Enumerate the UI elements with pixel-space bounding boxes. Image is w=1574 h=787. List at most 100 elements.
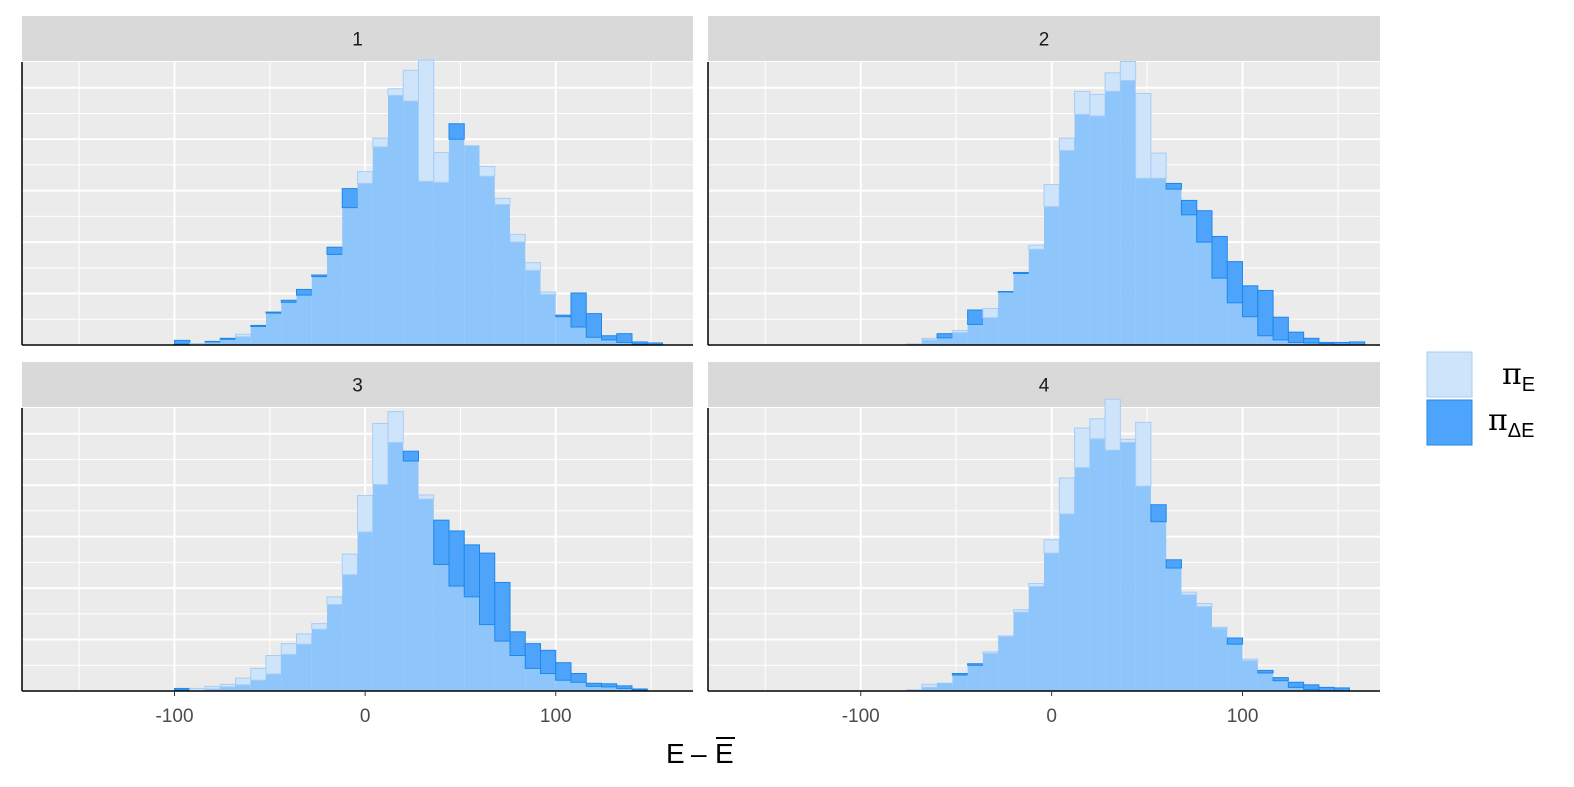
- histogram-bar-overlap: [388, 95, 404, 345]
- histogram-bar-pi-e: [509, 233, 526, 243]
- x-tick-label: -100: [155, 706, 193, 727]
- histogram-bar-pi-de: [280, 299, 297, 303]
- histogram-bar-overlap: [1166, 189, 1182, 345]
- histogram-bar-overlap: [494, 641, 510, 691]
- histogram-bar-overlap: [418, 181, 434, 345]
- histogram-bar-overlap: [586, 337, 602, 345]
- histogram-bar-overlap: [403, 460, 419, 691]
- histogram-bar-overlap: [1028, 586, 1044, 691]
- histogram-bar-overlap: [1044, 553, 1060, 691]
- histogram-bar-pi-de: [967, 309, 984, 325]
- histogram-bar-overlap: [1120, 80, 1136, 346]
- histogram-bar-pi-e: [1058, 137, 1076, 152]
- histogram-bar-pi-de: [555, 662, 572, 681]
- histogram-bar-overlap: [1089, 438, 1106, 691]
- histogram-bar-overlap: [555, 316, 571, 345]
- histogram-bar-overlap: [281, 654, 297, 691]
- histogram-bar-pi-e: [1135, 421, 1152, 487]
- histogram-bar-overlap: [1303, 689, 1319, 691]
- histogram-bar-overlap: [479, 624, 495, 691]
- histogram-bar-pi-de: [1303, 337, 1320, 344]
- histogram-bar-pi-de: [585, 682, 602, 687]
- histogram-bar-overlap: [510, 242, 526, 345]
- histogram-bar-overlap: [1013, 273, 1029, 345]
- histogram-bar-pi-e: [951, 330, 969, 334]
- histogram-bar-pi-e: [1028, 582, 1045, 588]
- facet-panels: 1 2 3 -100 0 100 4 -100 0 100: [21, 16, 1380, 727]
- histogram-bar-overlap: [403, 101, 419, 345]
- histogram-bar-overlap: [449, 139, 465, 345]
- histogram-bar-pi-e: [1242, 658, 1259, 662]
- histogram-bar-pi-e: [921, 337, 938, 341]
- histogram-bar-overlap: [494, 204, 510, 345]
- histogram-bar-overlap: [1135, 486, 1151, 691]
- histogram-bar-pi-e: [280, 643, 297, 655]
- histogram-bar-overlap: [266, 313, 282, 345]
- histogram-bar-pi-e: [372, 137, 389, 148]
- histogram-bar-pi-e: [235, 333, 252, 338]
- histogram-bar-overlap: [281, 302, 297, 345]
- histogram-bar-pi-de: [448, 530, 465, 587]
- histogram-bar-pi-de: [509, 631, 526, 656]
- histogram-bar-overlap: [998, 636, 1014, 691]
- histogram-bar-overlap: [601, 339, 617, 345]
- facet-strip-label-1: 1: [352, 30, 363, 51]
- histogram-bar-overlap: [342, 574, 358, 691]
- histogram-bar-overlap: [372, 484, 388, 691]
- histogram-bar-pi-e: [1089, 418, 1106, 440]
- histogram-bar-pi-de: [1257, 289, 1274, 337]
- legend-sub-pi-e: E: [1522, 374, 1535, 396]
- histogram-bar-overlap: [1150, 521, 1167, 691]
- x-tick-label: 0: [360, 706, 371, 727]
- histogram-bar-overlap: [296, 295, 312, 345]
- histogram-bar-overlap: [906, 689, 922, 691]
- histogram-bar-overlap: [357, 532, 373, 691]
- histogram-bar-pi-e: [326, 596, 343, 606]
- legend-key-pi-e: [1426, 351, 1473, 398]
- histogram-bar-overlap: [1288, 687, 1304, 691]
- histogram-bar-overlap: [433, 182, 449, 345]
- histogram-bar-overlap: [1105, 91, 1121, 345]
- histogram-bar-pi-de: [1012, 271, 1030, 274]
- x-tick-label: 0: [1046, 706, 1057, 727]
- histogram-bar-overlap: [220, 339, 236, 345]
- histogram-bar-pi-de: [1196, 210, 1213, 243]
- histogram-bar-pi-de: [601, 683, 618, 688]
- histogram-bar-pi-e: [1028, 244, 1045, 250]
- histogram-bar-overlap: [235, 684, 251, 691]
- histogram-bar-pi-de: [174, 339, 191, 345]
- histogram-bar-pi-de: [219, 337, 236, 340]
- histogram-bar-overlap: [571, 682, 587, 691]
- histogram-bar-overlap: [1196, 606, 1212, 691]
- histogram-bar-overlap: [1013, 612, 1029, 691]
- histogram-bar-overlap: [311, 276, 327, 345]
- histogram-bar-overlap: [479, 176, 495, 345]
- histogram-bar-pi-de: [1272, 316, 1289, 341]
- x-tick-label: 100: [1227, 706, 1259, 727]
- histogram-bar-overlap: [540, 294, 556, 345]
- histogram-bar-overlap: [357, 183, 373, 345]
- histogram-bar-overlap: [1166, 568, 1182, 691]
- histogram-bar-overlap: [1059, 150, 1075, 345]
- histogram-bar-overlap: [982, 317, 999, 345]
- histogram-bar-pi-de: [1242, 285, 1259, 318]
- histogram-bar-pi-de: [997, 290, 1014, 293]
- legend-label-pi-de: πΔE: [1488, 403, 1534, 442]
- facet-panel-2: 2: [707, 16, 1380, 346]
- histogram-bar-pi-de: [570, 673, 587, 683]
- histogram-bar-overlap: [342, 207, 358, 345]
- histogram-bar-pi-de: [326, 246, 343, 255]
- histogram-bar-pi-e: [296, 633, 313, 645]
- histogram-bar-overlap: [586, 686, 602, 691]
- histogram-bar-overlap: [510, 655, 526, 691]
- legend-key-pi-de: [1426, 399, 1473, 446]
- histogram-bar-pi-e: [1089, 93, 1106, 117]
- x-axis-title-minus: –: [691, 738, 707, 769]
- histogram-bar-overlap: [327, 604, 343, 691]
- histogram-bar-pi-e: [479, 165, 496, 177]
- histogram-bar-overlap: [205, 688, 221, 691]
- histogram-bar-overlap: [250, 326, 266, 345]
- histogram-bar-overlap: [555, 680, 571, 691]
- histogram-bar-overlap: [998, 292, 1014, 345]
